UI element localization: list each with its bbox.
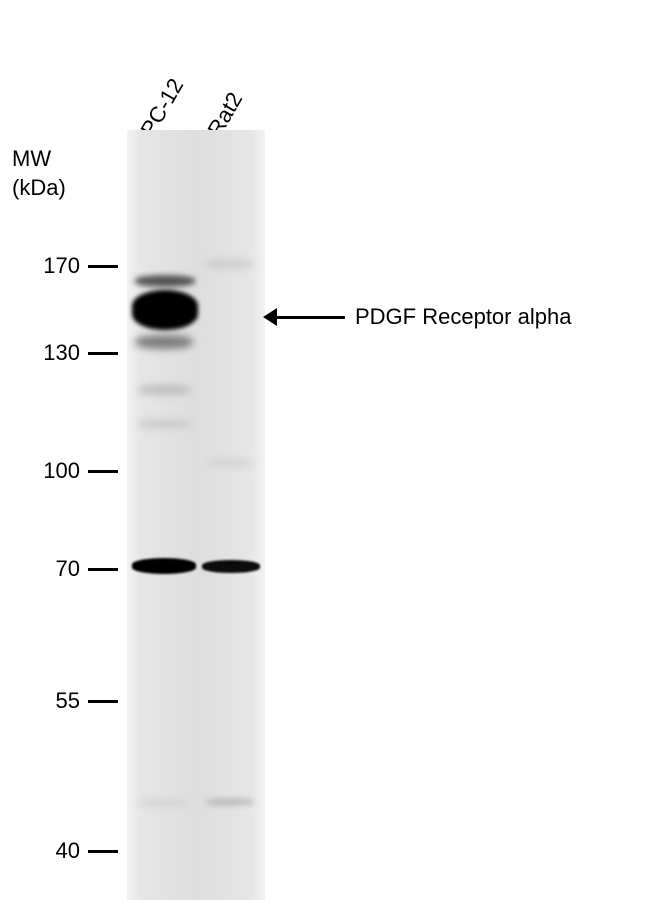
arrow-line bbox=[275, 316, 345, 319]
mw-marker-100: 100 bbox=[30, 458, 118, 484]
blot-band-lane1-2 bbox=[135, 335, 193, 349]
blot-band-lane2-8 bbox=[202, 560, 260, 573]
mw-marker-55: 55 bbox=[30, 688, 118, 714]
mw-marker-170: 170 bbox=[30, 253, 118, 279]
mw-marker-tick bbox=[88, 568, 118, 571]
mw-axis-label: MW (kDa) bbox=[12, 145, 66, 202]
mw-marker-tick bbox=[88, 265, 118, 268]
mw-marker-tick bbox=[88, 352, 118, 355]
western-blot-membrane bbox=[127, 130, 265, 900]
blot-band-lane1-0 bbox=[135, 275, 195, 287]
blot-band-lane1-1 bbox=[132, 290, 198, 330]
arrow-left-icon bbox=[263, 308, 277, 326]
blot-band-lane1-3 bbox=[137, 385, 191, 395]
target-band-label: PDGF Receptor alpha bbox=[275, 304, 571, 330]
mw-marker-130: 130 bbox=[30, 340, 118, 366]
blot-band-lane2-6 bbox=[207, 460, 255, 466]
blot-band-lane2-10 bbox=[205, 798, 255, 806]
mw-marker-value: 55 bbox=[30, 688, 80, 714]
mw-line2: (kDa) bbox=[12, 174, 66, 203]
mw-marker-value: 70 bbox=[30, 556, 80, 582]
target-protein-name: PDGF Receptor alpha bbox=[355, 304, 571, 330]
mw-marker-tick bbox=[88, 700, 118, 703]
mw-marker-70: 70 bbox=[30, 556, 118, 582]
mw-marker-tick bbox=[88, 470, 118, 473]
mw-marker-value: 40 bbox=[30, 838, 80, 864]
blot-band-lane1-4 bbox=[137, 420, 191, 428]
mw-marker-value: 100 bbox=[30, 458, 80, 484]
mw-marker-value: 130 bbox=[30, 340, 80, 366]
mw-marker-value: 170 bbox=[30, 253, 80, 279]
blot-band-lane1-7 bbox=[132, 558, 196, 574]
mw-line1: MW bbox=[12, 145, 66, 174]
blot-band-lane1-9 bbox=[137, 800, 187, 806]
mw-marker-tick bbox=[88, 850, 118, 853]
blot-band-lane2-5 bbox=[205, 260, 255, 268]
mw-marker-40: 40 bbox=[30, 838, 118, 864]
